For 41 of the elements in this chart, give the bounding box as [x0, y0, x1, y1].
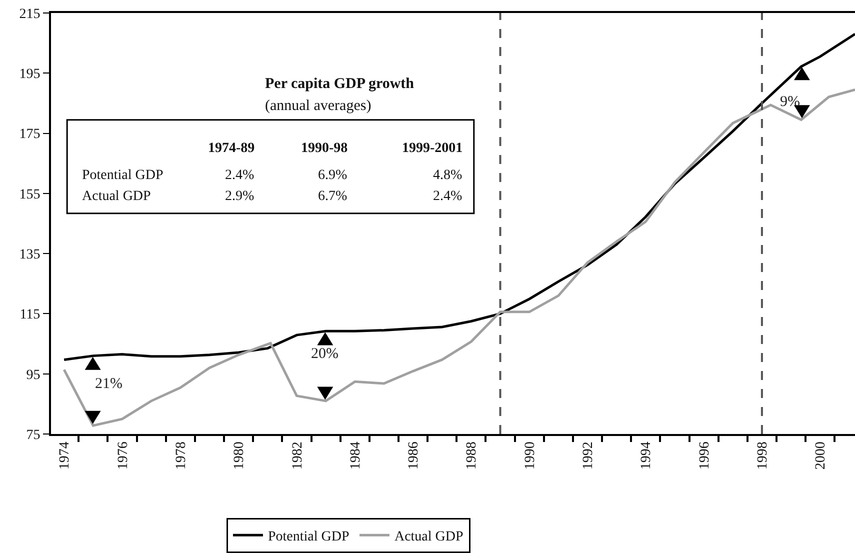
x-tick-label: 1988: [464, 442, 480, 470]
annotation: Actual GDP: [82, 189, 152, 204]
x-tick-label: 1996: [697, 442, 712, 470]
x-tick-label: 1990: [522, 442, 538, 470]
x-tick-label: 1992: [581, 442, 596, 470]
y-tick-label: 175: [19, 127, 40, 142]
y-tick-label: 115: [20, 308, 40, 323]
annotation: Potential GDP: [82, 168, 164, 183]
y-tick-label: 75: [26, 428, 40, 443]
x-tick-label: 1976: [116, 442, 131, 470]
line-series: [62, 32, 855, 361]
y-tick-label: 215: [19, 6, 40, 22]
x-tick-label: 1978: [174, 442, 189, 470]
x-tick-label: 1984: [348, 442, 364, 470]
x-tick-label: 1974: [58, 442, 73, 470]
x-tick-label: 2000: [814, 442, 829, 470]
y-tick-label: 135: [19, 247, 40, 262]
annotation: Per capita GDP growth: [265, 76, 415, 92]
annotation: 6.9%: [318, 168, 348, 183]
annotation: 1999-2001: [402, 141, 463, 156]
legend-label: Potential GDP: [268, 530, 350, 545]
annotation: 2.4%: [225, 168, 254, 183]
annotation: 9%: [780, 94, 800, 110]
annotation: (annual averages): [265, 98, 372, 114]
annotation: 4.8%: [433, 168, 462, 183]
annotation: 1974-89: [208, 141, 255, 156]
x-tick-label: 1980: [232, 442, 248, 470]
annotation: 2.9%: [225, 189, 254, 204]
annotation: 21%: [95, 376, 122, 392]
annotation: 20%: [311, 346, 338, 362]
y-tick-label: 195: [19, 67, 40, 82]
x-tick-label: 1986: [406, 442, 422, 470]
y-tick-label: 95: [26, 368, 40, 383]
annotation: 2.4%: [433, 189, 462, 204]
annotation: 1990-98: [301, 141, 348, 156]
y-tick-label: 155: [19, 187, 40, 202]
x-tick-label: 1998: [756, 442, 770, 470]
x-tick-label: 1994: [639, 442, 654, 470]
annotation: 6.7%: [318, 189, 348, 204]
legend-label: Actual GDP: [394, 530, 464, 545]
x-tick-label: 1982: [290, 442, 306, 470]
